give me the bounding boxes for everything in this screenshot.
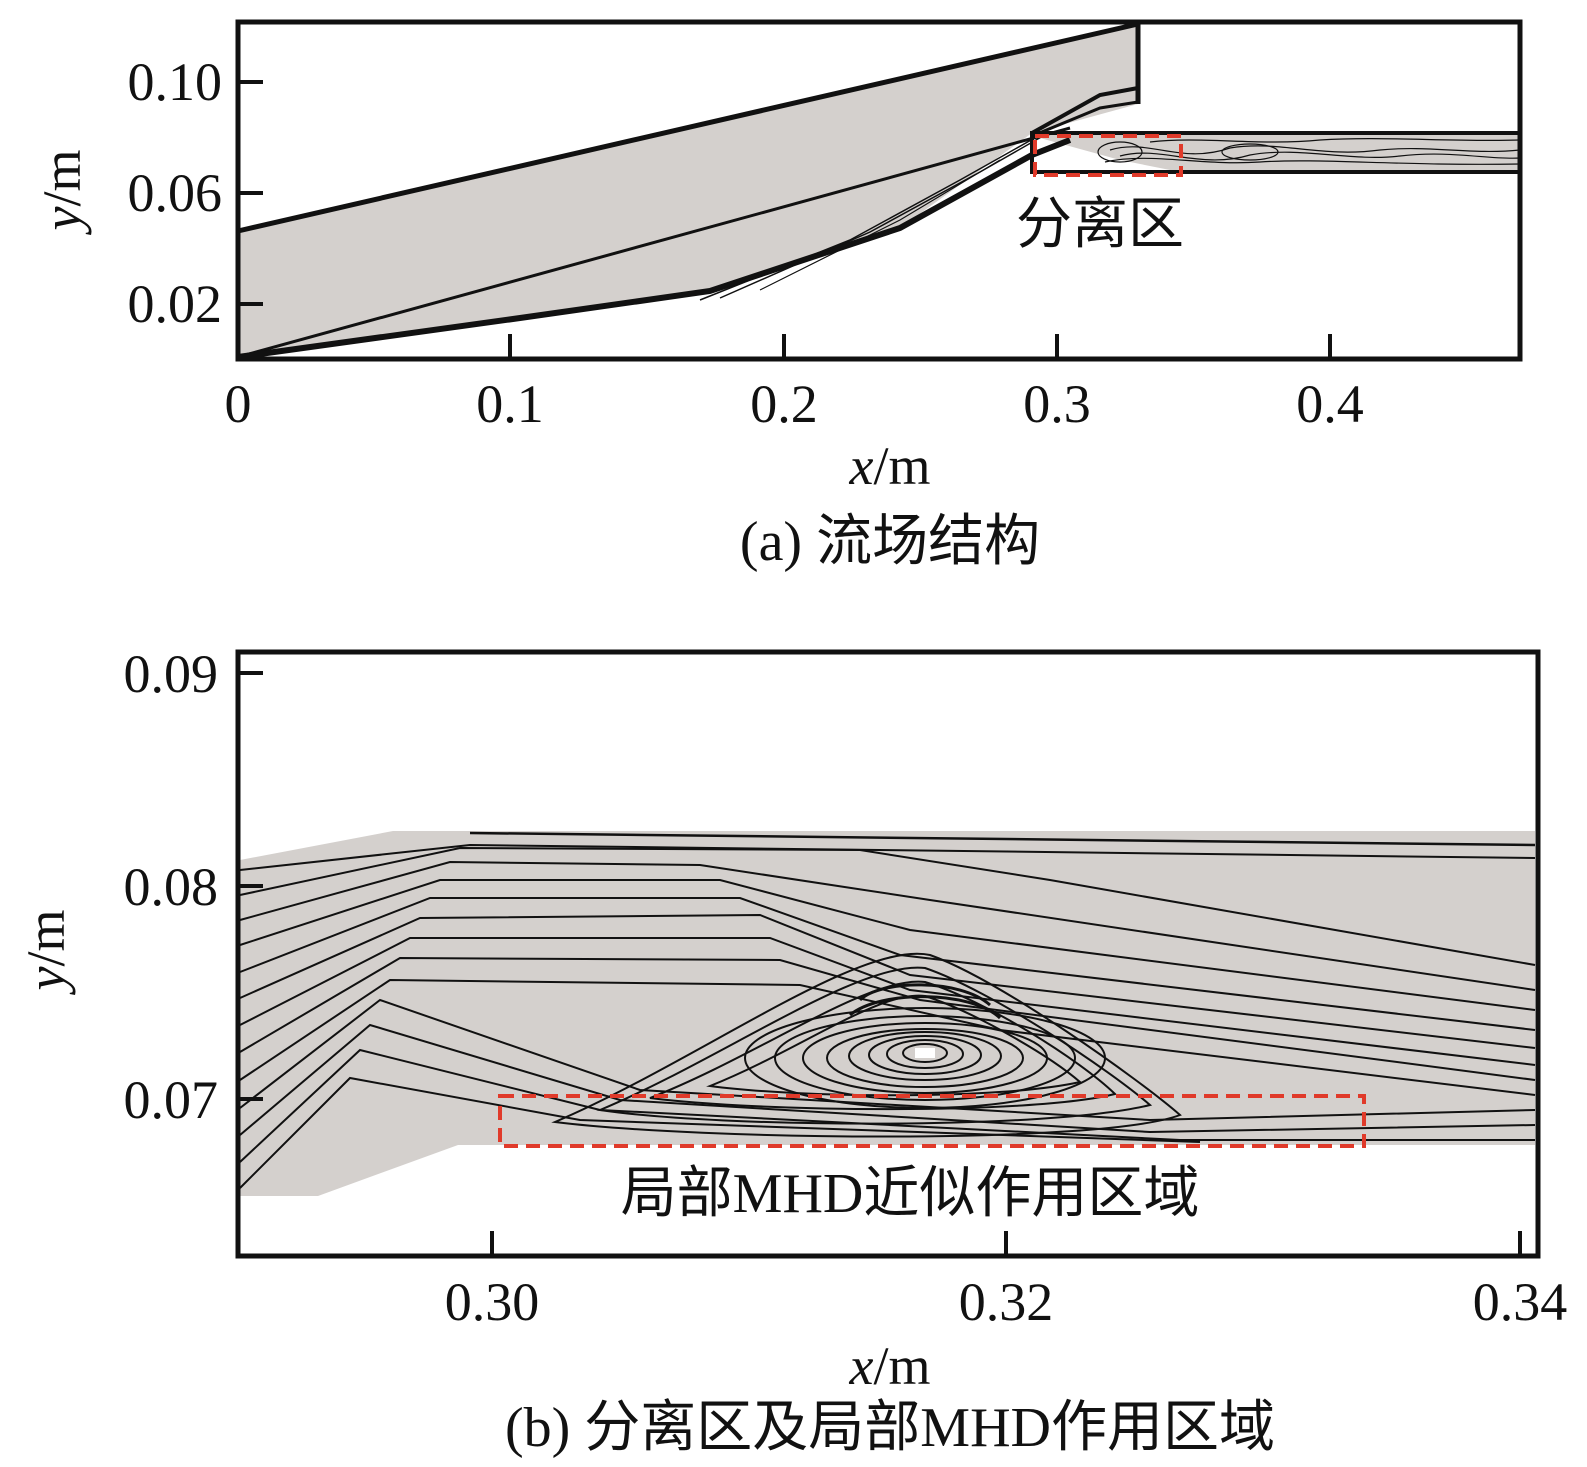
panel-a-separation-label: 分离区 (1016, 194, 1184, 256)
panel-b-y-tick: 0.08 (124, 857, 219, 917)
ramp-wall (237, 137, 1072, 360)
panel-a-y-axis-title: y/m (32, 150, 92, 236)
panel-b-mhd-region-label: 局部MHD近似作用区域 (621, 1163, 1200, 1225)
panel-b-x-tick: 0.30 (445, 1272, 540, 1332)
panel-a-x-tick: 0.1 (476, 374, 544, 434)
panel-b: 0.09 0.08 0.07 0.30 0.32 0.34 x/m y/m 局部… (16, 644, 1567, 1459)
panel-a-y-tick: 0.06 (128, 163, 223, 223)
reflected-shock-2 (719, 131, 1051, 299)
reflected-shock-1 (699, 134, 1041, 301)
panel-b-x-tick: 0.32 (959, 1272, 1054, 1332)
panel-b-y-tick: 0.09 (124, 644, 219, 704)
panel-b-streamlines (239, 831, 1536, 1189)
panel-b-x-tick: 0.34 (1473, 1272, 1568, 1332)
panel-a-flow-field (238, 22, 1520, 357)
panel-a: 0.10 0.06 0.02 0 0.1 0.2 0.3 0.4 x/m y/m… (32, 19, 1523, 573)
panel-a-caption: (a) 流场结构 (740, 511, 1040, 573)
panel-a-x-tick: 0.4 (1296, 374, 1364, 434)
panel-b-y-tick: 0.07 (124, 1070, 219, 1130)
panel-b-axes-frame (235, 649, 1541, 1259)
panel-b-mhd-region-box (498, 1094, 1366, 1148)
cowl-lower-edge-2 (1031, 100, 1139, 138)
panel-b-vortex-core (915, 1048, 935, 1058)
panel-a-separation-box (1033, 134, 1183, 177)
cowl-lower-edge (1031, 86, 1139, 135)
panel-a-y-tick: 0.02 (128, 274, 223, 334)
inlet-ramp-flow (238, 22, 1138, 357)
panel-a-y-tick-labels: 0.10 0.06 0.02 (128, 52, 223, 334)
isolator-contours (1097, 137, 1521, 165)
panel-b-ticks (238, 671, 1522, 1256)
panel-b-y-tick-labels: 0.09 0.08 0.07 (124, 644, 219, 1130)
panel-a-x-axis-title: x/m (849, 436, 931, 496)
panel-a-y-tick: 0.10 (128, 52, 223, 112)
panel-b-flow-field (240, 831, 1535, 1196)
panel-b-caption: (b) 分离区及局部MHD作用区域 (505, 1397, 1275, 1459)
cowl-upper-edge (237, 21, 1139, 234)
panel-b-y-axis-title: y/m (16, 910, 76, 996)
panel-a-ticks (238, 80, 1332, 359)
panel-b-vortex (551, 952, 1182, 1138)
panel-a-axes-frame (235, 19, 1523, 362)
oblique-shock (237, 126, 1071, 359)
panel-a-x-tick: 0 (225, 374, 252, 434)
panel-a-x-tick: 0.2 (750, 374, 818, 434)
panel-a-x-tick-labels: 0 0.1 0.2 0.3 0.4 (225, 374, 1364, 434)
panel-b-x-tick-labels: 0.30 0.32 0.34 (445, 1272, 1568, 1332)
panel-a-x-tick: 0.3 (1023, 374, 1091, 434)
reflected-shock-3 (759, 159, 1001, 291)
panel-b-x-axis-title: x/m (849, 1336, 931, 1396)
